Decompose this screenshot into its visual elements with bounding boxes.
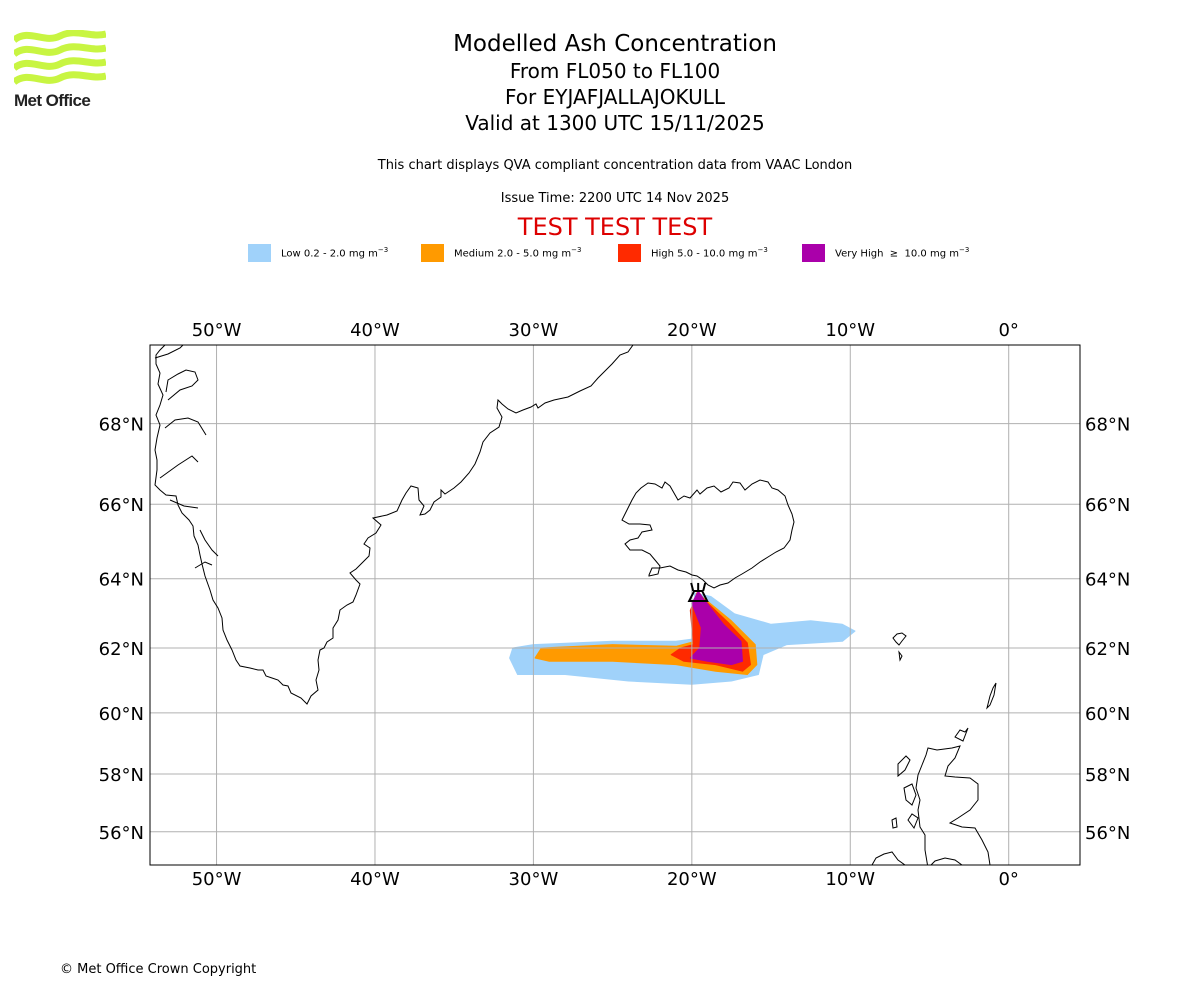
- met-office-logo: Met Office: [14, 30, 106, 112]
- issue-time: Issue Time: 2200 UTC 14 Nov 2025: [500, 191, 730, 206]
- coastline-hebrides: [897, 755, 911, 778]
- coastline-greenland-fjord: [164, 417, 207, 436]
- coastline-hebrides: [903, 783, 917, 806]
- coastline-shetland: [986, 682, 997, 710]
- lat-tick-label-right: 62°N: [1085, 639, 1130, 660]
- coastline-inner-isles: [891, 817, 898, 829]
- coastline-inner-isles: [907, 813, 919, 830]
- volcano-icon-stroke: [687, 589, 709, 602]
- lon-tick-label-bottom: 40°W: [350, 869, 400, 890]
- met-office-waves-logo-icon: [14, 30, 106, 85]
- map-background: [150, 345, 1080, 865]
- lat-tick-label-left: 64°N: [99, 570, 144, 591]
- chart-title: Modelled Ash Concentration: [453, 31, 777, 57]
- coastline-greenland-fjord: [165, 369, 199, 401]
- coastline-greenland-fjord: [194, 561, 213, 569]
- volcano-name: For EYJAFJALLAJOKULL: [505, 85, 725, 109]
- legend-item-very-high: Very High ≥ 10.0 mg m−3: [802, 244, 969, 262]
- coastline-greenland-fjord: [154, 345, 184, 359]
- legend-swatch: [802, 244, 825, 262]
- legend-item-high: High 5.0 - 10.0 mg m−3: [618, 244, 768, 262]
- coastline-greenland: [154, 345, 634, 705]
- ash-area-very-high: [689, 590, 743, 666]
- lon-tick-label-top: 0°: [998, 320, 1018, 341]
- coastline-greenland-fjord: [169, 499, 199, 509]
- lon-tick-label-top: 40°W: [350, 320, 400, 341]
- lon-tick-label-top: 50°W: [192, 320, 242, 341]
- copyright-notice: © Met Office Crown Copyright: [60, 962, 257, 977]
- lon-tick-label-top: 20°W: [667, 320, 717, 341]
- lat-tick-label-left: 68°N: [99, 415, 144, 436]
- lon-tick-label-bottom: 20°W: [667, 869, 717, 890]
- logo-text: Met Office: [14, 91, 91, 110]
- ash-layers: [509, 590, 856, 685]
- volcano-marker[interactable]: [687, 582, 709, 602]
- coastline-faroe-islands: [898, 650, 903, 662]
- lat-tick-label-left: 58°N: [99, 765, 144, 786]
- graticule: [150, 345, 1080, 865]
- lat-tick-label-right: 58°N: [1085, 765, 1130, 786]
- coastlines: [154, 345, 997, 865]
- coastline-scotland: [915, 745, 991, 865]
- volcano-icon-stroke: [690, 582, 695, 592]
- map-frame: [149, 344, 1081, 866]
- lon-tick-label-bottom: 30°W: [509, 869, 559, 890]
- legend-label: Medium 2.0 - 5.0 mg m−3: [454, 246, 582, 260]
- lat-tick-label-left: 66°N: [99, 495, 144, 516]
- lat-tick-label-right: 66°N: [1085, 495, 1130, 516]
- lon-tick-label-bottom: 10°W: [825, 869, 875, 890]
- lon-tick-label-top: 10°W: [825, 320, 875, 341]
- legend-swatch: [421, 244, 444, 262]
- lon-tick-label-top: 30°W: [509, 320, 559, 341]
- valid-time: Valid at 1300 UTC 15/11/2025: [465, 111, 765, 135]
- volcano-icon[interactable]: [687, 582, 709, 602]
- legend-swatch: [248, 244, 271, 262]
- lon-tick-label-bottom: 50°W: [192, 869, 242, 890]
- lat-tick-label-right: 64°N: [1085, 570, 1130, 591]
- legend-label: Low 0.2 - 2.0 mg m−3: [281, 246, 389, 260]
- volcano-icon-stroke: [702, 582, 707, 592]
- axis-tick-labels: 50°W 50°W 40°W 40°W 30°W 30°W 20°W 20°W 10°W 10°W…: [99, 320, 1131, 890]
- legend-label: High 5.0 - 10.0 mg m−3: [651, 246, 768, 260]
- chart-title-block: Modelled Ash Concentration From FL050 to…: [0, 30, 1200, 136]
- ash-concentration-map[interactable]: 50°W 50°W 40°W 40°W 30°W 30°W 20°W 20°W 10°W 10°W…: [0, 300, 1200, 920]
- coastline-ireland-north: [871, 851, 906, 865]
- lat-tick-label-right: 56°N: [1085, 823, 1130, 844]
- test-banner: TEST TEST TEST: [517, 213, 713, 241]
- lat-tick-label-left: 56°N: [99, 823, 144, 844]
- lat-tick-label-right: 68°N: [1085, 415, 1130, 436]
- lat-tick-label-right: 60°N: [1085, 704, 1130, 725]
- legend-label: Very High ≥ 10.0 mg m−3: [835, 246, 970, 260]
- legend-swatch: [618, 244, 641, 262]
- coastline-iceland: [621, 479, 795, 589]
- flight-level-range: From FL050 to FL100: [509, 59, 721, 83]
- legend: Low 0.2 - 2.0 mg m−3 Medium 2.0 - 5.0 mg…: [0, 244, 1200, 264]
- coastline-orkney: [954, 727, 969, 742]
- legend-item-low: Low 0.2 - 2.0 mg m−3: [248, 244, 388, 262]
- lat-tick-label-left: 62°N: [99, 639, 144, 660]
- lat-tick-label-left: 60°N: [99, 704, 144, 725]
- coastline-greenland-fjord: [199, 529, 219, 557]
- coastline-greenland-fjord: [159, 455, 199, 479]
- legend-item-medium: Medium 2.0 - 5.0 mg m−3: [421, 244, 581, 262]
- chart-description: This chart displays QVA compliant concen…: [377, 158, 853, 173]
- coastline-faroe-islands: [892, 632, 907, 646]
- lon-tick-label-bottom: 0°: [998, 869, 1018, 890]
